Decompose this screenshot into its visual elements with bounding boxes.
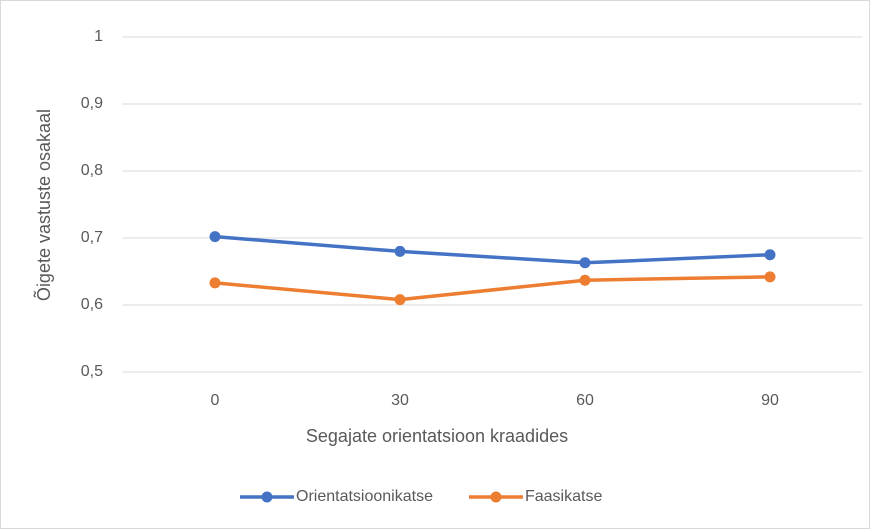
y-tick-label: 1 xyxy=(94,28,103,45)
legend-label: Orientatsioonikatse xyxy=(296,488,433,505)
legend-marker xyxy=(261,491,273,503)
y-tick-label: 0,6 xyxy=(81,296,103,313)
y-axis-label: Õigete vastuste osakaal xyxy=(33,109,54,301)
y-tick-label: 0,8 xyxy=(81,162,103,179)
y-tick-label: 0,5 xyxy=(81,363,103,380)
x-axis-label: Segajate orientatsioon kraadides xyxy=(306,426,568,446)
data-point xyxy=(394,245,406,257)
x-tick-label: 30 xyxy=(391,392,409,409)
series-line xyxy=(214,234,771,265)
data-point xyxy=(209,277,221,289)
x-tick-label: 90 xyxy=(761,392,779,409)
series-line xyxy=(214,275,771,302)
y-tick-label: 0,9 xyxy=(81,95,103,112)
legend-label: Faasikatse xyxy=(525,488,602,505)
x-tick-label: 60 xyxy=(576,392,594,409)
legend-marker xyxy=(490,491,502,503)
data-point xyxy=(579,257,591,269)
data-point xyxy=(764,271,776,283)
data-point xyxy=(209,231,221,243)
data-point xyxy=(764,249,776,261)
data-point xyxy=(394,294,406,306)
x-tick-label: 0 xyxy=(211,392,220,409)
y-tick-label: 0,7 xyxy=(81,229,103,246)
data-point xyxy=(579,274,591,286)
